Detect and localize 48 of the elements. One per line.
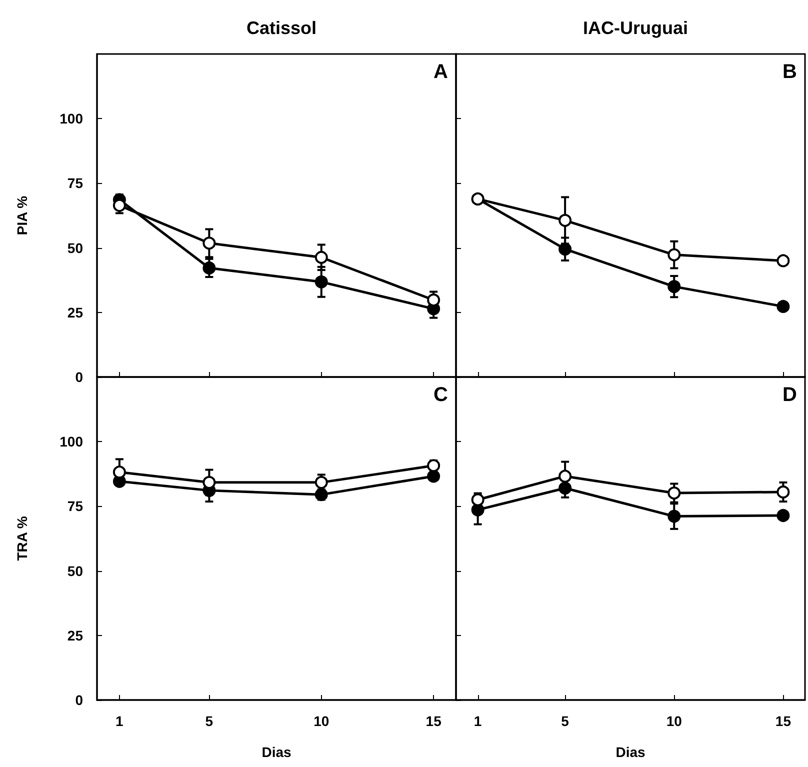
y-tick-label: 0 (75, 369, 84, 385)
y-tick-label: 25 (67, 304, 84, 320)
y-tick-label: 100 (60, 110, 84, 127)
point (668, 486, 681, 500)
point (668, 280, 681, 294)
point (668, 248, 681, 262)
point (314, 250, 328, 264)
x-tick-label: 5 (205, 713, 214, 729)
point (202, 476, 216, 489)
annotation: B (782, 61, 797, 83)
point (668, 510, 681, 523)
x-tick-label: 5 (561, 713, 570, 729)
x-tick-label: 10 (666, 713, 682, 729)
y-axis-title: PIA % (14, 195, 30, 236)
point (314, 476, 328, 489)
x-tick-label: 1 (474, 713, 482, 729)
y-tick-label: 25 (67, 627, 84, 644)
x-tick-label: 10 (314, 713, 330, 729)
annotation: C (434, 384, 448, 406)
annotation: D (782, 384, 797, 406)
point (776, 509, 790, 522)
point (471, 503, 484, 516)
point (427, 470, 440, 483)
y-tick-label: 75 (67, 498, 84, 514)
y-tick-label: 50 (67, 240, 84, 256)
point (776, 300, 790, 313)
x-tick-label: 15 (426, 713, 442, 729)
y-tick-label: 75 (67, 175, 84, 192)
y-tick-label: 50 (67, 562, 84, 579)
point (776, 254, 790, 268)
y-tick-label: 0 (75, 692, 84, 708)
annotation: A (434, 61, 448, 83)
point (202, 261, 216, 274)
point (776, 485, 790, 498)
x-axis-title: Dias (616, 744, 646, 760)
point (202, 236, 216, 250)
chart-title: IAC-Uruguai (583, 18, 688, 38)
y-axis-title: TRA % (14, 516, 30, 561)
point (558, 482, 572, 495)
chart-title: Catissol (246, 18, 317, 38)
point (558, 470, 572, 483)
point (314, 275, 328, 288)
x-axis-title: Dias (262, 744, 292, 760)
point (112, 466, 126, 479)
y-tick-label: 100 (60, 434, 84, 450)
point (558, 214, 572, 227)
x-tick-label: 1 (116, 713, 124, 729)
x-tick-label: 15 (775, 713, 792, 729)
